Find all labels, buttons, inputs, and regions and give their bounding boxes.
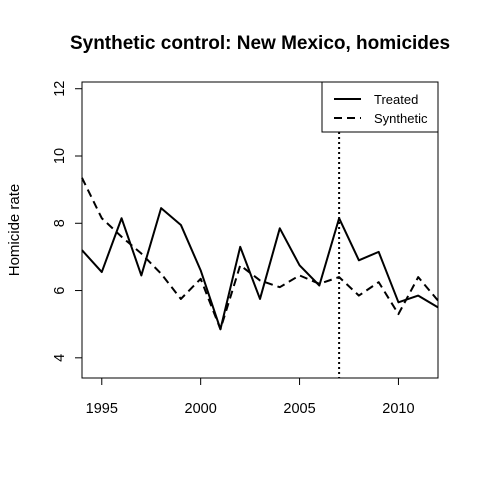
- x-axis: 1995 2000 2005 2010: [86, 378, 415, 417]
- y-tick-label-12: 12: [52, 81, 68, 97]
- series-line-synthetic: [81, 177, 439, 331]
- y-tick-label-6: 6: [52, 287, 68, 295]
- y-tick-label-4: 4: [52, 354, 68, 362]
- legend-box: [321, 81, 439, 133]
- x-tick-label-2010: 2010: [382, 401, 414, 417]
- legend-label-treated: Treated: [374, 92, 418, 107]
- x-tick-label-2000: 2000: [185, 401, 217, 417]
- plot-frame: [81, 81, 439, 379]
- legend: Treated Synthetic: [321, 81, 439, 133]
- y-tick-label-8: 8: [52, 219, 68, 227]
- y-tick-label-10: 10: [52, 148, 68, 164]
- x-tick-label-1995: 1995: [86, 401, 118, 417]
- chart-title: Synthetic control: New Mexico, homicides: [70, 33, 450, 54]
- y-axis: 4 6 8 10 12: [52, 81, 82, 362]
- legend-label-synthetic: Synthetic: [374, 111, 428, 126]
- y-axis-label: Homicide rate: [6, 184, 23, 277]
- series-layer: [81, 82, 439, 378]
- x-tick-label-2005: 2005: [283, 401, 315, 417]
- series-line-treated: [81, 207, 439, 331]
